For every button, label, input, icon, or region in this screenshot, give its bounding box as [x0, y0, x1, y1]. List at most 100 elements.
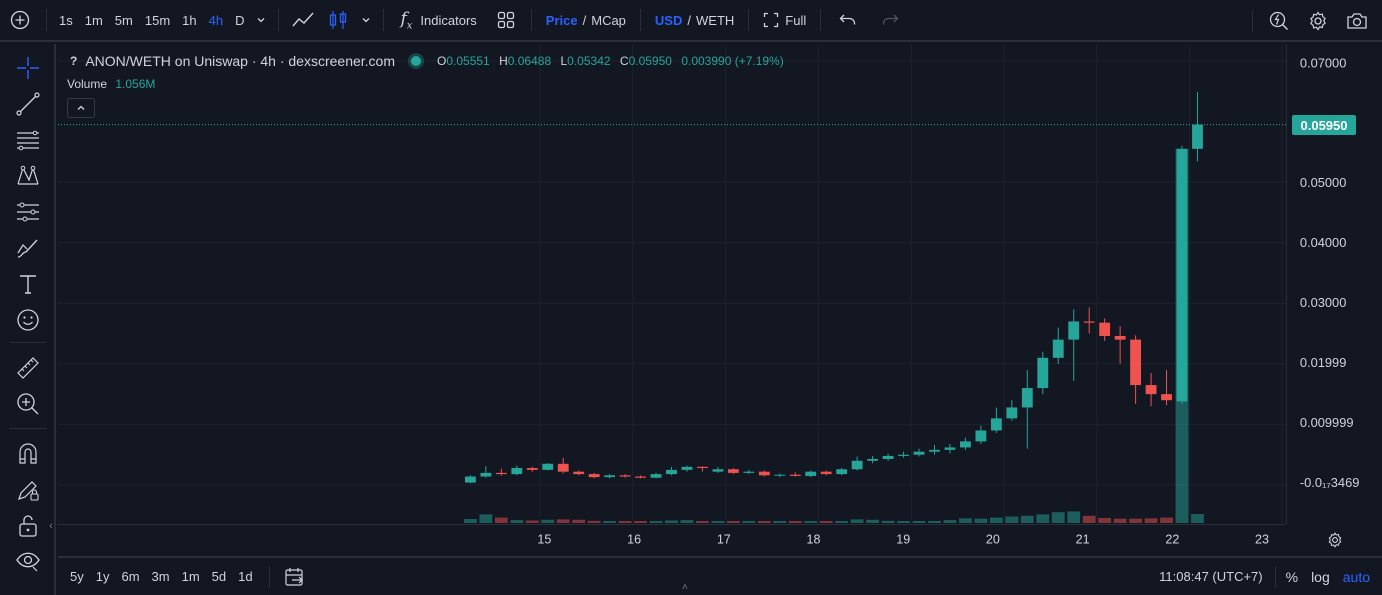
range-1m[interactable]: 1m	[181, 569, 200, 584]
axis-settings-button[interactable]	[1324, 530, 1346, 550]
hide-drawings-tool[interactable]	[14, 546, 42, 574]
layouts-button[interactable]	[487, 0, 525, 41]
goto-date-button[interactable]	[278, 567, 312, 587]
chart-type-dropdown-button[interactable]	[355, 0, 377, 41]
lock-drawings-tool[interactable]	[14, 476, 42, 504]
price-tick-label: -0.0₁₇3469	[1300, 475, 1360, 490]
screenshot-button[interactable]	[1337, 0, 1382, 42]
volume-bar	[603, 521, 617, 523]
volume-bar	[1020, 515, 1034, 523]
interval-1m[interactable]: 1m	[84, 12, 103, 28]
crosshair-tool[interactable]	[14, 54, 42, 82]
volume-bar	[1129, 518, 1143, 523]
price-option[interactable]: Price	[545, 12, 578, 28]
volume-bar	[788, 521, 802, 523]
toolbar-divider	[278, 9, 280, 31]
candle-body	[882, 455, 894, 459]
volume-bar	[711, 521, 725, 523]
volume-bar	[897, 521, 910, 523]
clock-time[interactable]: 11:08:47 (UTC+7)	[1159, 569, 1263, 584]
close-value: 0.05950	[628, 54, 672, 68]
candle-body	[820, 471, 832, 475]
volume-value: 1.056M	[115, 77, 156, 91]
volume-bar	[819, 521, 833, 523]
candle-body	[1161, 394, 1172, 401]
pattern-tool[interactable]	[14, 162, 42, 190]
volume-bar	[649, 521, 663, 523]
candle-body	[913, 451, 925, 455]
interval-1h[interactable]: 1h	[182, 12, 197, 28]
weth-option[interactable]: WETH	[696, 12, 735, 28]
percent-scale-toggle[interactable]: %	[1285, 568, 1299, 585]
range-1d[interactable]: 1d	[238, 569, 253, 584]
interval-1s[interactable]: 1s	[59, 12, 73, 28]
toolbar-divider	[10, 428, 46, 429]
magnet-tool[interactable]	[14, 440, 42, 468]
candle-body	[619, 475, 631, 477]
range-5d[interactable]: 5d	[211, 569, 227, 584]
price-tick-label: 0.05000	[1300, 175, 1346, 190]
candles-chart-button[interactable]	[321, 0, 355, 41]
range-3m[interactable]: 3m	[151, 569, 170, 584]
redo-button[interactable]	[869, 0, 911, 41]
brush-tool[interactable]	[14, 234, 42, 262]
volume-bar	[1036, 514, 1050, 523]
fib-tool[interactable]	[14, 126, 42, 154]
range-5y[interactable]: 5y	[70, 569, 84, 584]
chart-title[interactable]: ANON/WETH on Uniswap · 4h · dexscreener.…	[85, 53, 395, 69]
range-1y[interactable]: 1y	[95, 569, 110, 584]
text-tool[interactable]	[14, 270, 42, 298]
candle-body	[758, 471, 770, 476]
scroll-handle[interactable]: ˄	[682, 582, 688, 593]
interval-4h[interactable]: 4h	[208, 12, 224, 28]
usd-option[interactable]: USD	[654, 12, 683, 28]
volume-bar	[1005, 516, 1019, 523]
forecast-tool[interactable]	[14, 198, 42, 226]
measure-tool[interactable]	[14, 354, 42, 382]
volume-bar	[726, 521, 740, 523]
time-axis[interactable]: 15 16 17 18 19 20 21 22 23	[58, 524, 1286, 554]
interval-15m[interactable]: 15m	[144, 12, 171, 28]
price-chart-canvas[interactable]	[58, 44, 1286, 524]
candle-body	[464, 476, 476, 483]
zoom-tool[interactable]	[14, 390, 42, 418]
fullscreen-button[interactable]: Full	[755, 0, 814, 41]
candles	[464, 91, 1203, 484]
collapse-toolbar-handle[interactable]: ‹	[49, 520, 53, 532]
price-mcap-toggle[interactable]: Price / MCap	[538, 0, 634, 41]
volume-bar	[773, 521, 787, 523]
range-6m[interactable]: 6m	[121, 569, 140, 584]
settings-button[interactable]	[1299, 0, 1337, 42]
interval-5m[interactable]: 5m	[114, 12, 133, 28]
price-axis[interactable]: 0.07000 0.05000 0.04000 0.03000 0.01999 0.009…	[1286, 44, 1382, 524]
sliders-icon	[17, 202, 39, 222]
lock-tool[interactable]	[14, 512, 42, 540]
candle-body	[960, 441, 971, 448]
interval-dropdown-button[interactable]	[250, 0, 272, 41]
undo-button[interactable]	[827, 0, 869, 41]
mcap-option[interactable]: MCap	[591, 12, 626, 28]
line-chart-button[interactable]	[285, 0, 321, 41]
auto-scale-toggle[interactable]: auto	[1342, 568, 1370, 585]
currency-toggle[interactable]: USD / WETH	[647, 0, 742, 41]
trend-line-tool[interactable]	[14, 90, 42, 118]
candle-body	[666, 469, 677, 475]
candle-body	[1192, 124, 1203, 149]
add-symbol-button[interactable]	[0, 0, 40, 41]
candle-body	[1099, 322, 1111, 336]
candle-body	[727, 469, 739, 473]
slash-separator: /	[582, 12, 587, 28]
quick-search-button[interactable]	[1259, 0, 1299, 42]
chevron-down-icon	[363, 18, 370, 23]
indicators-button[interactable]: fx Indicators	[390, 0, 486, 41]
collapse-legend-button[interactable]	[67, 98, 95, 118]
log-scale-toggle[interactable]: log	[1311, 568, 1330, 585]
volume-bar	[742, 521, 756, 523]
high-key: H	[499, 54, 508, 68]
candle-body	[1114, 335, 1126, 340]
emoji-tool[interactable]	[14, 306, 42, 334]
trend-line-icon	[16, 92, 40, 116]
interval-d[interactable]: D	[235, 12, 245, 28]
volume-bar	[479, 514, 493, 523]
candle-body	[990, 418, 1002, 431]
